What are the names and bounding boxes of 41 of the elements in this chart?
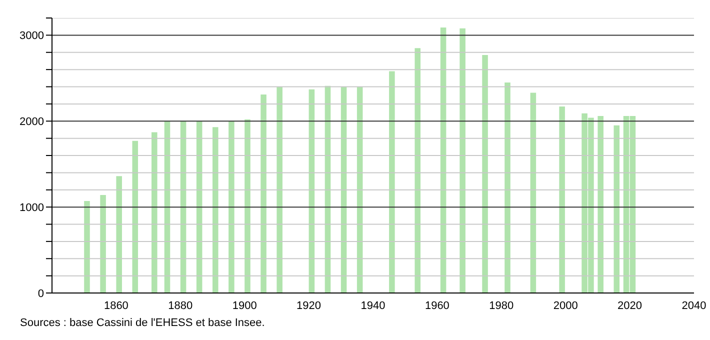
x-tick-label: 2020 [618, 300, 642, 312]
bar [440, 27, 446, 293]
x-tick-label: 1940 [360, 300, 386, 312]
bar [482, 54, 488, 293]
bar [116, 176, 122, 293]
bar [414, 48, 421, 293]
y-tick-label: 1000 [20, 202, 44, 214]
bar [340, 86, 347, 293]
x-tick-label: 2040 [682, 300, 706, 312]
y-tick-label: 0 [38, 288, 44, 300]
x-tick-label: 1960 [424, 300, 450, 312]
bar [559, 106, 565, 293]
x-tick-label: 2000 [553, 300, 578, 312]
bar [132, 140, 138, 293]
source-note: Sources : base Cassini de l'EHESS et base Insee. [20, 317, 266, 329]
bar [276, 86, 282, 293]
bar [164, 121, 170, 293]
x-tick-label: 1920 [296, 300, 322, 312]
bar [308, 89, 315, 293]
bar [530, 92, 536, 293]
bar [152, 132, 158, 293]
bar [389, 71, 395, 293]
bar [100, 195, 106, 293]
bar [84, 201, 90, 293]
y-tick-label: 2000 [20, 116, 44, 128]
bar [212, 127, 218, 293]
bar [460, 28, 466, 293]
bar [504, 82, 510, 293]
bar [228, 121, 234, 293]
x-tick-label: 1860 [104, 300, 128, 312]
bar [196, 121, 202, 293]
bar [598, 116, 604, 293]
x-tick-label: 1880 [168, 300, 193, 312]
x-tick-label: 1900 [232, 300, 257, 312]
y-tick-label: 3000 [20, 30, 44, 42]
bar [244, 119, 250, 293]
bar [180, 121, 186, 293]
x-tick-label: 1980 [489, 300, 514, 312]
bar [260, 94, 266, 293]
bar [356, 86, 363, 293]
bar [614, 125, 620, 293]
